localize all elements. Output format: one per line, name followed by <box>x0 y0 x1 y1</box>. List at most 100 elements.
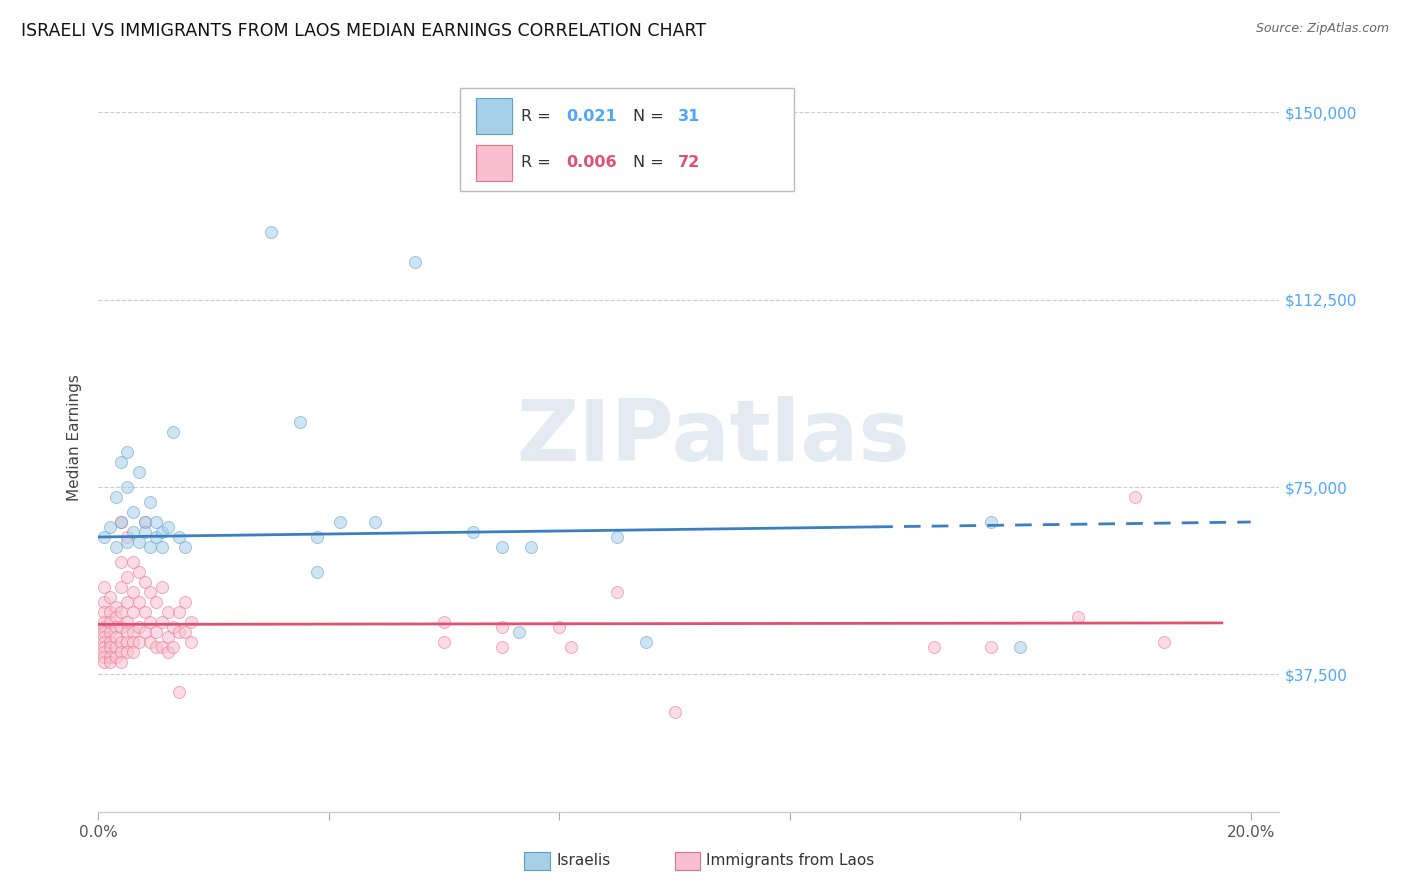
Point <box>1153 635 1175 649</box>
Point <box>122 524 145 539</box>
Point <box>548 620 571 634</box>
Point <box>980 640 1002 654</box>
Point <box>307 565 329 579</box>
Point <box>98 635 121 649</box>
Point <box>98 615 121 629</box>
Point <box>122 624 145 639</box>
Point <box>167 605 190 619</box>
Point <box>98 640 121 654</box>
Point <box>634 635 657 649</box>
Point <box>307 530 329 544</box>
Point <box>93 580 115 594</box>
Point <box>560 640 582 654</box>
Point <box>122 635 145 649</box>
Point <box>122 555 145 569</box>
Point <box>433 615 456 629</box>
Point <box>93 655 115 669</box>
Point <box>145 515 167 529</box>
Point <box>288 415 311 429</box>
Point <box>110 645 132 659</box>
Point <box>134 524 156 539</box>
Point <box>115 615 138 629</box>
Point <box>128 635 150 649</box>
Point <box>134 605 156 619</box>
Point <box>115 445 138 459</box>
Point <box>128 620 150 634</box>
Point <box>260 225 283 239</box>
Point <box>134 515 156 529</box>
Point <box>139 540 162 554</box>
Text: N =: N = <box>634 155 669 170</box>
Point <box>93 640 115 654</box>
Point <box>134 574 156 589</box>
Point <box>115 480 138 494</box>
Point <box>150 524 173 539</box>
FancyBboxPatch shape <box>477 145 512 181</box>
Point <box>162 620 184 634</box>
Point <box>180 635 202 649</box>
Point <box>93 615 115 629</box>
Point <box>115 595 138 609</box>
Point <box>664 705 686 719</box>
Point <box>122 505 145 519</box>
Text: ZIPatlas: ZIPatlas <box>516 395 910 479</box>
Point <box>606 585 628 599</box>
Point <box>93 630 115 644</box>
Point <box>980 515 1002 529</box>
Point <box>93 605 115 619</box>
Point <box>110 515 132 529</box>
Point <box>145 595 167 609</box>
Point <box>128 465 150 479</box>
Point <box>104 540 127 554</box>
Point <box>98 605 121 619</box>
Point <box>606 530 628 544</box>
FancyBboxPatch shape <box>477 98 512 134</box>
Point <box>491 540 513 554</box>
Point <box>433 635 456 649</box>
Point <box>104 610 127 624</box>
Point <box>110 635 132 649</box>
Point <box>461 524 484 539</box>
Point <box>1010 640 1032 654</box>
Point <box>139 495 162 509</box>
Point <box>93 595 115 609</box>
Point <box>98 624 121 639</box>
Point <box>115 535 138 549</box>
Point <box>93 530 115 544</box>
Point <box>98 655 121 669</box>
Point <box>134 624 156 639</box>
Point <box>110 655 132 669</box>
Point <box>404 255 426 269</box>
Point <box>145 640 167 654</box>
Point <box>93 645 115 659</box>
Point <box>922 640 945 654</box>
Point <box>110 555 132 569</box>
Point <box>115 645 138 659</box>
Point <box>173 595 195 609</box>
Point <box>122 645 145 659</box>
Text: 72: 72 <box>678 155 700 170</box>
Point <box>162 640 184 654</box>
Point <box>162 425 184 439</box>
Point <box>156 605 179 619</box>
Point <box>122 605 145 619</box>
Point <box>134 515 156 529</box>
Point <box>110 580 132 594</box>
Point <box>508 624 530 639</box>
Point <box>491 620 513 634</box>
Point <box>150 640 173 654</box>
Point <box>98 520 121 534</box>
Point <box>519 540 541 554</box>
Point <box>180 615 202 629</box>
Point <box>173 624 195 639</box>
Text: 31: 31 <box>678 109 700 124</box>
Point <box>128 565 150 579</box>
Point <box>93 635 115 649</box>
Point <box>150 580 173 594</box>
Point <box>104 599 127 614</box>
Point <box>145 530 167 544</box>
Point <box>139 615 162 629</box>
Text: R =: R = <box>522 155 557 170</box>
Point <box>110 455 132 469</box>
Point <box>104 630 127 644</box>
